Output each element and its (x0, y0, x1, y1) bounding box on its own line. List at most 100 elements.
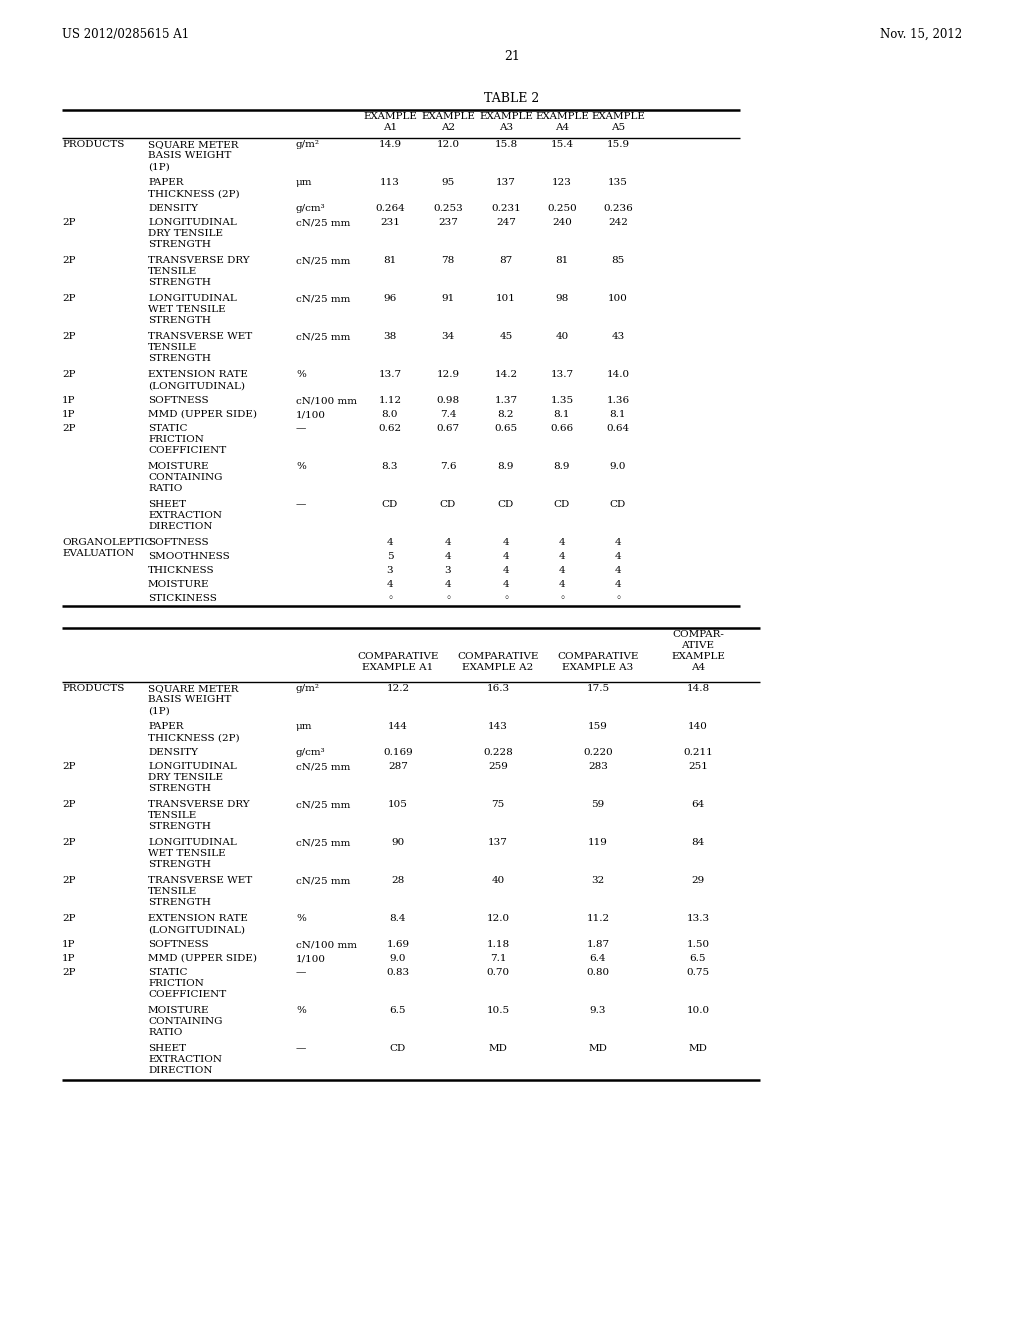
Text: 137: 137 (488, 838, 508, 847)
Text: 15.4: 15.4 (551, 140, 573, 149)
Text: 119: 119 (588, 838, 608, 847)
Text: 1P: 1P (62, 940, 76, 949)
Text: CD: CD (554, 500, 570, 510)
Text: cN/25 mm: cN/25 mm (296, 256, 350, 265)
Text: STICKINESS: STICKINESS (148, 594, 217, 603)
Text: LONGITUDINAL
WET TENSILE
STRENGTH: LONGITUDINAL WET TENSILE STRENGTH (148, 294, 237, 325)
Text: 1.36: 1.36 (606, 396, 630, 405)
Text: EXAMPLE
A2: EXAMPLE A2 (421, 112, 475, 132)
Text: 2P: 2P (62, 968, 76, 977)
Text: 1/100: 1/100 (296, 411, 326, 418)
Text: 0.67: 0.67 (436, 424, 460, 433)
Text: 4: 4 (444, 579, 452, 589)
Text: 100: 100 (608, 294, 628, 304)
Text: COMPARATIVE
EXAMPLE A1: COMPARATIVE EXAMPLE A1 (357, 652, 438, 672)
Text: MMD (UPPER SIDE): MMD (UPPER SIDE) (148, 954, 257, 964)
Text: MOISTURE
CONTAINING
RATIO: MOISTURE CONTAINING RATIO (148, 462, 222, 494)
Text: ◦: ◦ (615, 594, 622, 603)
Text: 45: 45 (500, 333, 513, 341)
Text: SOFTNESS: SOFTNESS (148, 539, 209, 546)
Text: 0.83: 0.83 (386, 968, 410, 977)
Text: STATIC
FRICTION
COEFFICIENT: STATIC FRICTION COEFFICIENT (148, 968, 226, 999)
Text: ◦: ◦ (445, 594, 451, 603)
Text: 12.9: 12.9 (436, 370, 460, 379)
Text: SMOOTHNESS: SMOOTHNESS (148, 552, 229, 561)
Text: 143: 143 (488, 722, 508, 731)
Text: cN/25 mm: cN/25 mm (296, 294, 350, 304)
Text: TRANSVERSE WET
TENSILE
STRENGTH: TRANSVERSE WET TENSILE STRENGTH (148, 333, 252, 363)
Text: 4: 4 (614, 552, 622, 561)
Text: CD: CD (390, 1044, 407, 1053)
Text: 0.80: 0.80 (587, 968, 609, 977)
Text: 9.0: 9.0 (390, 954, 407, 964)
Text: 4: 4 (614, 566, 622, 576)
Text: —: — (296, 424, 306, 433)
Text: 7.4: 7.4 (439, 411, 457, 418)
Text: 4: 4 (444, 539, 452, 546)
Text: US 2012/0285615 A1: US 2012/0285615 A1 (62, 28, 189, 41)
Text: cN/25 mm: cN/25 mm (296, 838, 350, 847)
Text: 0.75: 0.75 (686, 968, 710, 977)
Text: 38: 38 (383, 333, 396, 341)
Text: 98: 98 (555, 294, 568, 304)
Text: TABLE 2: TABLE 2 (484, 92, 540, 106)
Text: 12.2: 12.2 (386, 684, 410, 693)
Text: 0.65: 0.65 (495, 424, 517, 433)
Text: 4: 4 (559, 566, 565, 576)
Text: 1P: 1P (62, 954, 76, 964)
Text: 40: 40 (555, 333, 568, 341)
Text: 7.6: 7.6 (439, 462, 457, 471)
Text: 0.220: 0.220 (583, 748, 613, 756)
Text: 4: 4 (614, 539, 622, 546)
Text: 81: 81 (555, 256, 568, 265)
Text: SHEET
EXTRACTION
DIRECTION: SHEET EXTRACTION DIRECTION (148, 500, 222, 531)
Text: 4: 4 (559, 579, 565, 589)
Text: 2P: 2P (62, 838, 76, 847)
Text: 123: 123 (552, 178, 572, 187)
Text: 81: 81 (383, 256, 396, 265)
Text: 14.0: 14.0 (606, 370, 630, 379)
Text: PRODUCTS: PRODUCTS (62, 684, 124, 693)
Text: g/m²: g/m² (296, 140, 319, 149)
Text: g/m²: g/m² (296, 684, 319, 693)
Text: 6.4: 6.4 (590, 954, 606, 964)
Text: 137: 137 (496, 178, 516, 187)
Text: LONGITUDINAL
DRY TENSILE
STRENGTH: LONGITUDINAL DRY TENSILE STRENGTH (148, 218, 237, 249)
Text: 2P: 2P (62, 333, 76, 341)
Text: 0.211: 0.211 (683, 748, 713, 756)
Text: 13.7: 13.7 (379, 370, 401, 379)
Text: MD: MD (688, 1044, 708, 1053)
Text: 283: 283 (588, 762, 608, 771)
Text: 0.264: 0.264 (375, 205, 404, 213)
Text: 6.5: 6.5 (690, 954, 707, 964)
Text: 40: 40 (492, 876, 505, 884)
Text: 6.5: 6.5 (390, 1006, 407, 1015)
Text: 10.0: 10.0 (686, 1006, 710, 1015)
Text: PAPER
THICKNESS (2P): PAPER THICKNESS (2P) (148, 178, 240, 198)
Text: 10.5: 10.5 (486, 1006, 510, 1015)
Text: 13.3: 13.3 (686, 913, 710, 923)
Text: 2P: 2P (62, 800, 76, 809)
Text: CD: CD (610, 500, 626, 510)
Text: TRANSVERSE DRY
TENSILE
STRENGTH: TRANSVERSE DRY TENSILE STRENGTH (148, 800, 250, 832)
Text: cN/100 mm: cN/100 mm (296, 940, 357, 949)
Text: g/cm³: g/cm³ (296, 205, 326, 213)
Text: EXAMPLE
A4: EXAMPLE A4 (536, 112, 589, 132)
Text: 0.250: 0.250 (547, 205, 577, 213)
Text: 105: 105 (388, 800, 408, 809)
Text: 84: 84 (691, 838, 705, 847)
Text: 0.98: 0.98 (436, 396, 460, 405)
Text: 13.7: 13.7 (551, 370, 573, 379)
Text: LONGITUDINAL
DRY TENSILE
STRENGTH: LONGITUDINAL DRY TENSILE STRENGTH (148, 762, 237, 793)
Text: 9.0: 9.0 (609, 462, 627, 471)
Text: SOFTNESS: SOFTNESS (148, 940, 209, 949)
Text: 4: 4 (387, 579, 393, 589)
Text: CD: CD (440, 500, 456, 510)
Text: 4: 4 (559, 539, 565, 546)
Text: TRANSVERSE DRY
TENSILE
STRENGTH: TRANSVERSE DRY TENSILE STRENGTH (148, 256, 250, 288)
Text: 1P: 1P (62, 411, 76, 418)
Text: ◦: ◦ (503, 594, 509, 603)
Text: 247: 247 (496, 218, 516, 227)
Text: 4: 4 (559, 552, 565, 561)
Text: 43: 43 (611, 333, 625, 341)
